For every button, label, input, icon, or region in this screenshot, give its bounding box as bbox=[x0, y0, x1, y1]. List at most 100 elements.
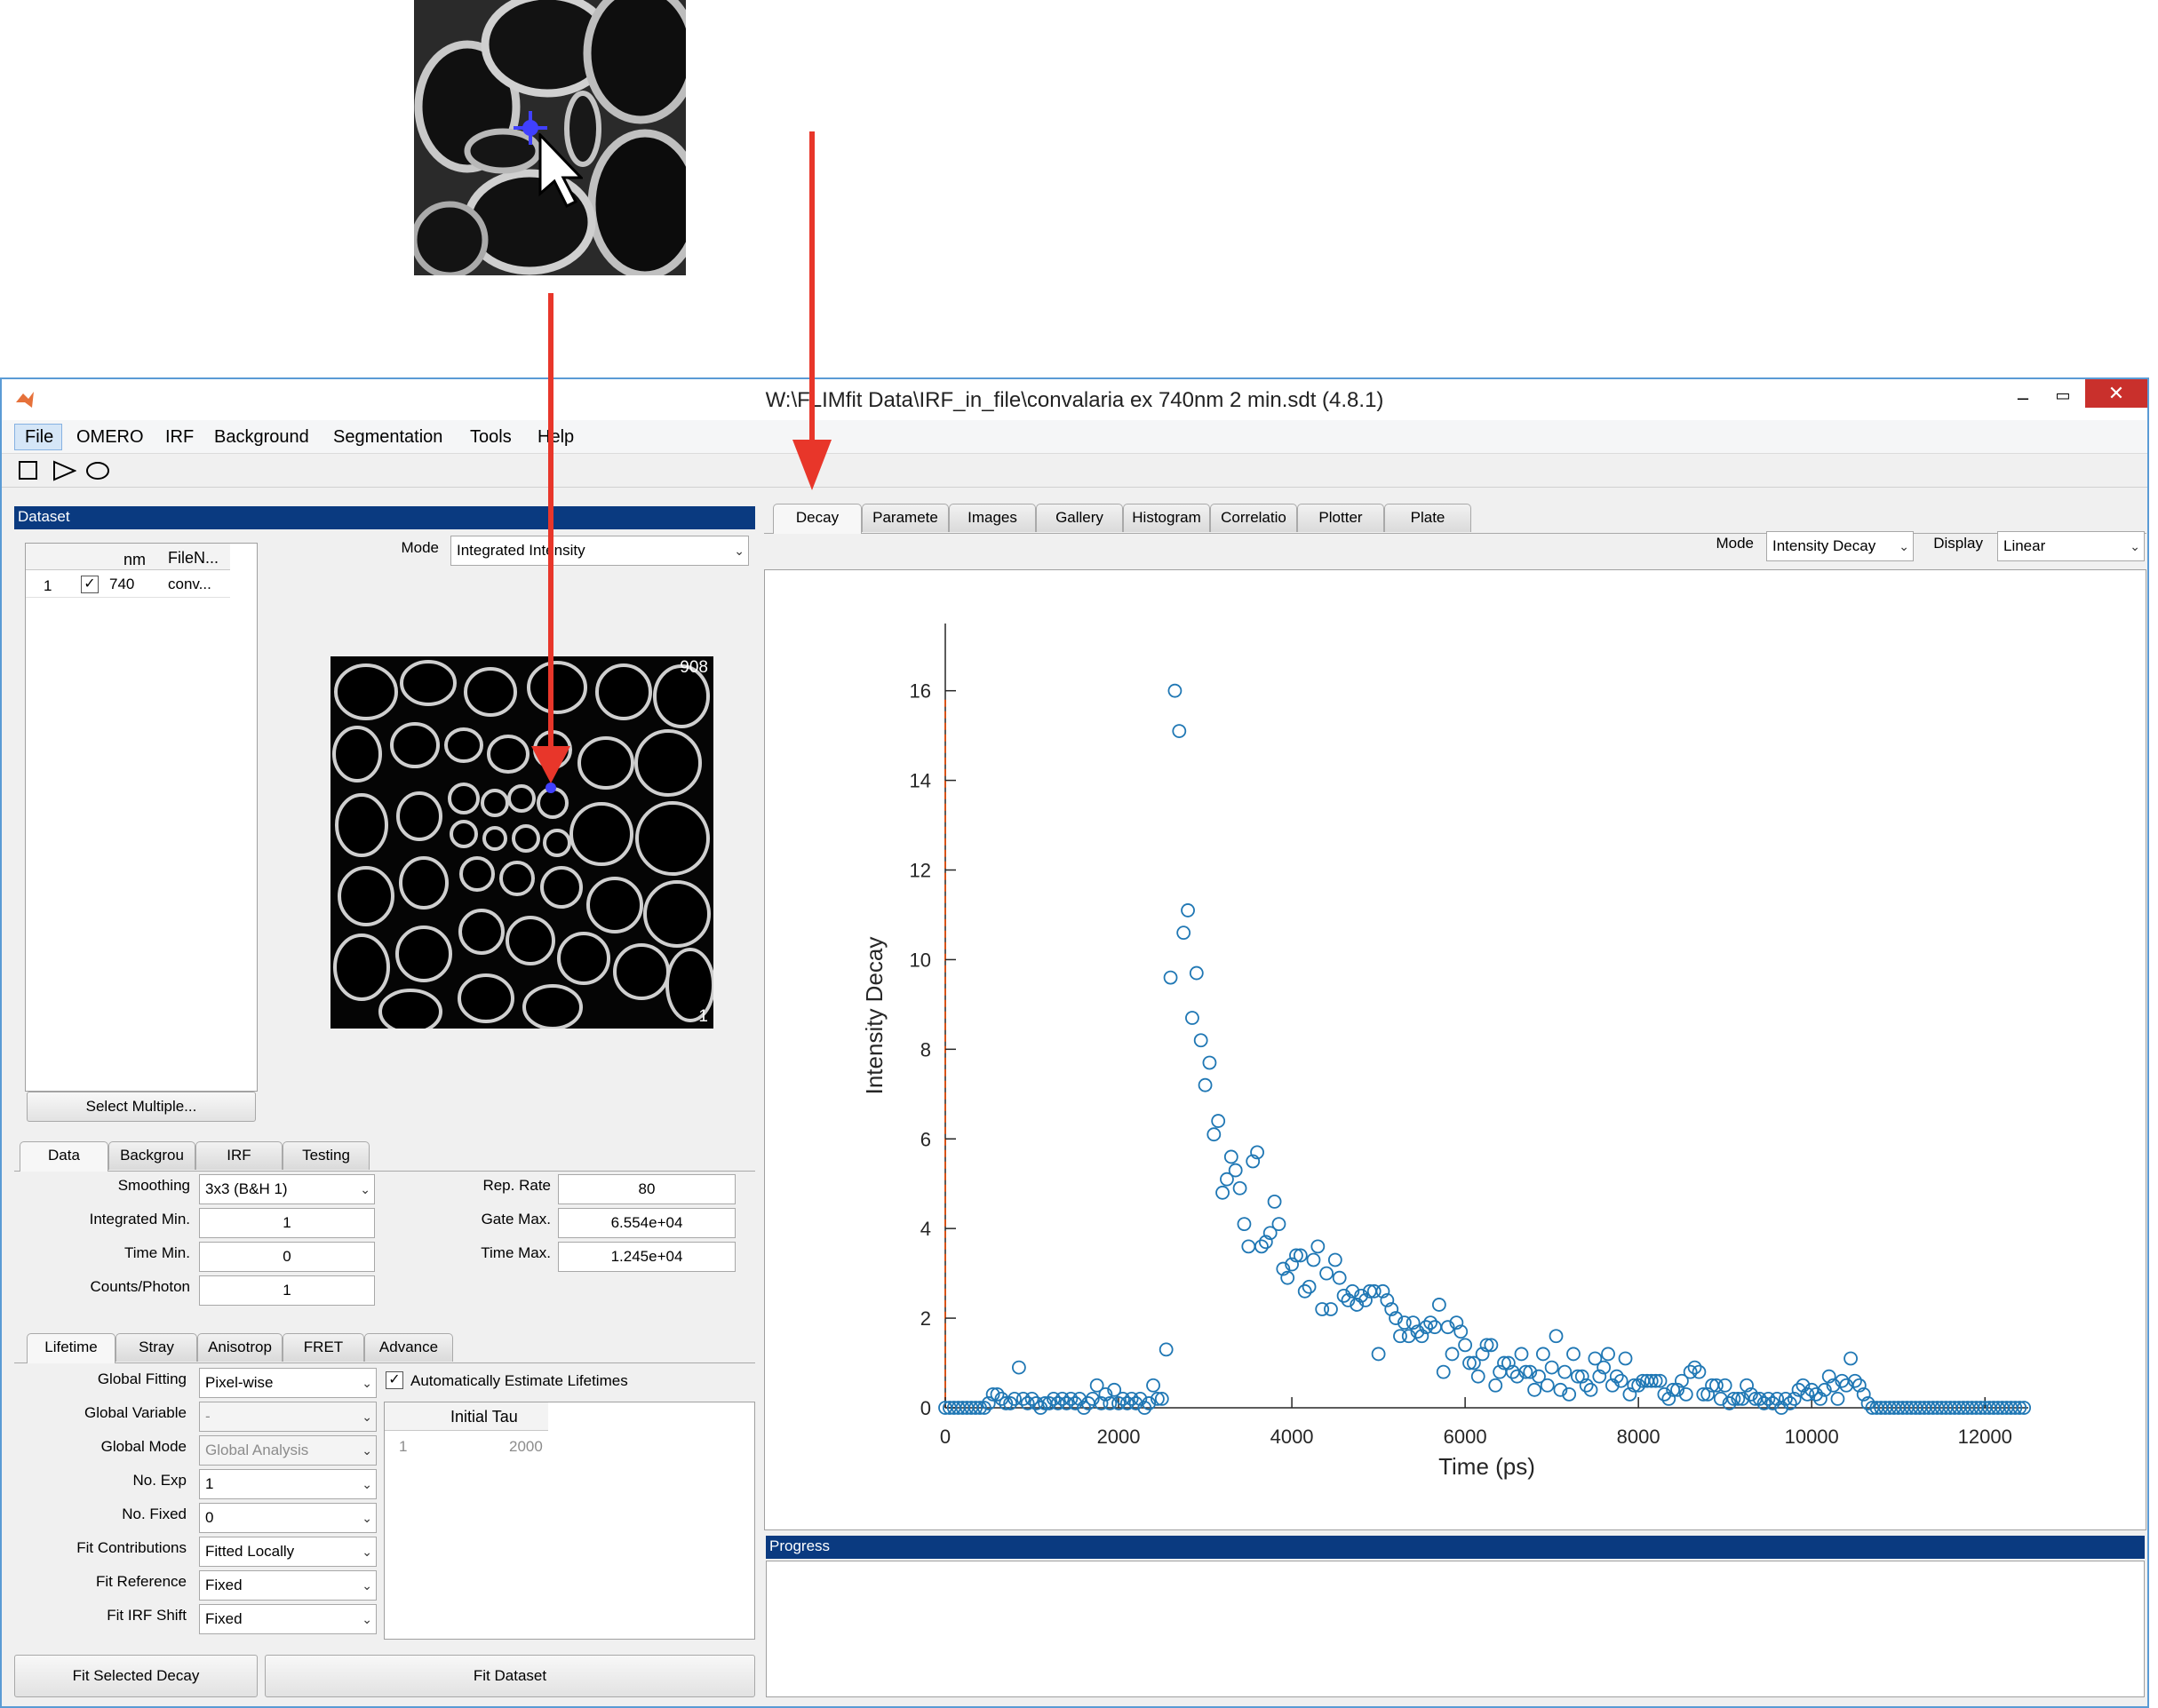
fit-dataset-button[interactable]: Fit Dataset bbox=[265, 1655, 755, 1697]
data-point bbox=[1181, 903, 1195, 918]
zoom-inset-image bbox=[414, 0, 686, 275]
display-select[interactable]: Linear ⌄ bbox=[1997, 531, 2145, 561]
col-header-nm[interactable]: nm bbox=[123, 551, 147, 568]
data-point bbox=[1752, 1392, 1767, 1406]
y-tick-label: 10 bbox=[910, 949, 931, 971]
y-tick-label: 0 bbox=[920, 1397, 931, 1419]
tab-data[interactable]: Data bbox=[20, 1141, 108, 1172]
data-point bbox=[1358, 1293, 1373, 1307]
data-point bbox=[1648, 1373, 1663, 1388]
integrated-min-input[interactable]: 1 bbox=[199, 1208, 375, 1238]
toolbar bbox=[2, 454, 2147, 488]
plot-tabs: Decay Paramete Images Gallery Histogram … bbox=[764, 504, 2146, 534]
data-point bbox=[1133, 1392, 1148, 1406]
tab-testing[interactable]: Testing bbox=[283, 1141, 370, 1170]
tab-histogram[interactable]: Histogram bbox=[1123, 504, 1210, 532]
x-tick-label: 12000 bbox=[1958, 1426, 2012, 1448]
data-point bbox=[1116, 1392, 1130, 1406]
data-point bbox=[1431, 1298, 1446, 1312]
menu-tools[interactable]: Tools bbox=[470, 427, 512, 447]
global-variable-label: Global Variable bbox=[84, 1404, 187, 1421]
tab-stray[interactable]: Stray bbox=[115, 1333, 197, 1362]
tab-parameters[interactable]: Paramete bbox=[862, 504, 949, 532]
no-exp-select[interactable]: 1 ⌄ bbox=[199, 1469, 377, 1499]
data-point bbox=[1137, 1401, 1152, 1415]
global-fitting-select[interactable]: Pixel-wise ⌄ bbox=[199, 1368, 377, 1398]
data-point bbox=[1324, 1302, 1338, 1316]
data-point bbox=[1007, 1392, 1022, 1406]
rep-rate-input[interactable]: 80 bbox=[558, 1174, 736, 1204]
fit-reference-select[interactable]: Fixed ⌄ bbox=[199, 1570, 377, 1601]
dataset-table: nm FileN... 1 ✓ 740 conv... bbox=[25, 543, 258, 1092]
time-max-input[interactable]: 1.245e+04 bbox=[558, 1242, 736, 1272]
data-point bbox=[1574, 1369, 1589, 1384]
menu-segmentation[interactable]: Segmentation bbox=[333, 427, 443, 447]
tab-plate[interactable]: Plate bbox=[1384, 504, 1471, 532]
global-mode-select[interactable]: Global Analysis ⌄ bbox=[199, 1435, 377, 1466]
tab-images[interactable]: Images bbox=[949, 504, 1036, 532]
plot-mode-label: Mode bbox=[1716, 535, 1754, 552]
tab-lifetime[interactable]: Lifetime bbox=[27, 1333, 115, 1363]
polygon-tool-icon[interactable] bbox=[52, 460, 77, 486]
data-point bbox=[1271, 1217, 1286, 1232]
minimize-button[interactable]: – bbox=[2017, 386, 2029, 409]
tab-fret[interactable]: FRET bbox=[283, 1333, 364, 1362]
display-value: Linear bbox=[2003, 537, 2046, 554]
maximize-button[interactable]: ▭ bbox=[2055, 386, 2071, 404]
chevron-down-icon: ⌄ bbox=[1899, 539, 1909, 553]
no-fixed-select[interactable]: 0 ⌄ bbox=[199, 1503, 377, 1533]
menu-omero[interactable]: OMERO bbox=[76, 427, 144, 447]
decay-plot[interactable]: 0 2000 4000 6000 8000 10000 12000 0 2 4 6 8 10 12 14 16… bbox=[765, 570, 2146, 1529]
select-multiple-button[interactable]: Select Multiple... bbox=[27, 1092, 256, 1122]
data-point bbox=[1297, 1283, 1312, 1299]
time-min-input[interactable]: 0 bbox=[199, 1242, 375, 1272]
data-point bbox=[1341, 1293, 1356, 1307]
dataset-mode-select[interactable]: Integrated Intensity ⌄ bbox=[450, 536, 749, 566]
auto-estimate-checkbox[interactable]: ✓ bbox=[386, 1371, 403, 1389]
intensity-image[interactable]: 908 1 bbox=[330, 656, 713, 1029]
plot-mode-select[interactable]: Intensity Decay ⌄ bbox=[1766, 531, 1914, 561]
tab-plotter[interactable]: Plotter bbox=[1297, 504, 1384, 532]
data-point bbox=[1549, 1329, 1564, 1344]
counts-photon-input[interactable]: 1 bbox=[199, 1275, 375, 1306]
tab-advanced[interactable]: Advance bbox=[364, 1333, 453, 1362]
tau-row-value[interactable]: 2000 bbox=[509, 1438, 543, 1455]
data-point bbox=[1185, 1011, 1199, 1025]
menu-file[interactable]: File bbox=[25, 427, 54, 447]
tab-background[interactable]: Backgrou bbox=[108, 1141, 195, 1170]
data-point bbox=[1232, 1180, 1247, 1196]
tab-anisotropy[interactable]: Anisotrop bbox=[197, 1333, 283, 1362]
menu-help[interactable]: Help bbox=[538, 427, 575, 447]
data-point bbox=[1310, 1239, 1326, 1254]
data-point bbox=[1111, 1396, 1126, 1410]
data-point bbox=[1167, 683, 1183, 698]
tab-irf[interactable]: IRF bbox=[195, 1141, 283, 1170]
chevron-down-icon: ⌄ bbox=[362, 1477, 372, 1491]
global-variable-select[interactable]: - ⌄ bbox=[199, 1402, 377, 1432]
data-point bbox=[1055, 1392, 1070, 1406]
data-point bbox=[1644, 1373, 1659, 1388]
fit-contributions-select[interactable]: Fitted Locally ⌄ bbox=[199, 1537, 377, 1567]
tab-gallery[interactable]: Gallery bbox=[1036, 504, 1123, 532]
close-button[interactable]: ✕ bbox=[2085, 379, 2147, 408]
table-row[interactable] bbox=[26, 571, 230, 598]
fit-irf-shift-select[interactable]: Fixed ⌄ bbox=[199, 1604, 377, 1634]
gate-max-input[interactable]: 6.554e+04 bbox=[558, 1208, 736, 1238]
data-point bbox=[1514, 1347, 1529, 1362]
rectangle-tool-icon[interactable] bbox=[18, 460, 39, 486]
menu-irf[interactable]: IRF bbox=[165, 427, 195, 447]
data-point bbox=[1627, 1378, 1642, 1393]
tab-correlation[interactable]: Correlatio bbox=[1210, 504, 1297, 532]
smoothing-select[interactable]: 3x3 (B&H 1) ⌄ bbox=[199, 1174, 375, 1204]
col-header-filename[interactable]: FileN... bbox=[168, 549, 219, 567]
global-mode-label: Global Mode bbox=[100, 1438, 187, 1455]
data-point bbox=[1613, 1373, 1628, 1388]
ellipse-tool-icon[interactable] bbox=[85, 460, 110, 486]
data-point bbox=[1588, 1351, 1603, 1366]
data-point bbox=[1666, 1382, 1681, 1397]
fit-selected-decay-button[interactable]: Fit Selected Decay bbox=[14, 1655, 258, 1697]
tab-decay[interactable]: Decay bbox=[773, 504, 862, 534]
row-checkbox[interactable]: ✓ bbox=[81, 576, 99, 593]
menu-background[interactable]: Background bbox=[214, 427, 309, 447]
tau-header: Initial Tau bbox=[450, 1408, 518, 1426]
